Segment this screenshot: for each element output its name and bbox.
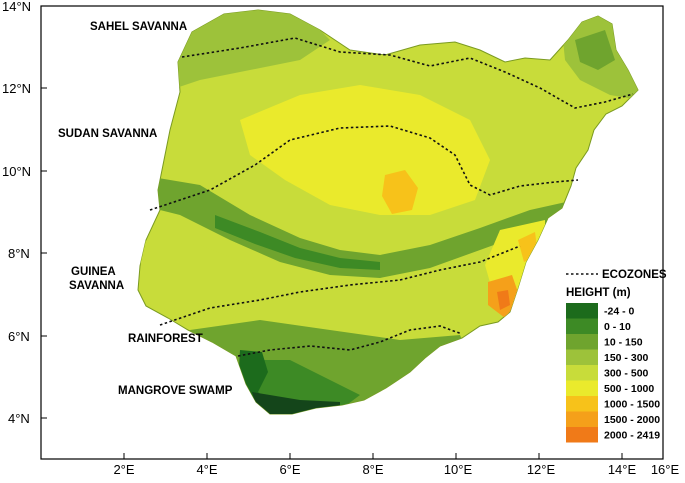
lon-label-2: 2°E bbox=[113, 462, 134, 477]
ecozone-boundary-sahel-sudan bbox=[181, 37, 634, 109]
lon-label-10: 10°E bbox=[444, 462, 473, 477]
legend-label-5: 500 - 1000 bbox=[604, 383, 654, 395]
ecozone-boundary-sudan-guinea bbox=[149, 125, 579, 211]
legend-label-6: 1000 - 1500 bbox=[604, 399, 660, 411]
legend-label-2: 10 - 150 bbox=[604, 337, 643, 349]
ecozone-label-sahel: SAHEL SAVANNA bbox=[90, 21, 187, 33]
elevation-band-northwest-lowland bbox=[170, 10, 330, 90]
lat-label-4: 4°N bbox=[8, 411, 30, 426]
nigeria-elevation-map bbox=[137, 9, 639, 415]
legend-ecozones-label: ECOZONES bbox=[602, 269, 667, 281]
elevation-band-jos-plateau bbox=[382, 170, 418, 214]
elevation-band-niger-benue-trough bbox=[140, 175, 575, 278]
ecozone-label-mangrove: MANGROVE SWAMP bbox=[118, 385, 233, 397]
lon-label-8: 8°E bbox=[362, 462, 383, 477]
lon-label-12: 12°E bbox=[527, 462, 556, 477]
legend-height-title: HEIGHT (m) bbox=[566, 287, 631, 299]
elevation-band-mambilla-peak bbox=[497, 290, 510, 310]
legend-swatch-7 bbox=[566, 411, 598, 427]
elevation-band-northeast-basin bbox=[575, 30, 615, 70]
legend-swatch-5 bbox=[566, 380, 598, 396]
lat-label-14: 14°N bbox=[2, 0, 31, 14]
legend-swatch-2 bbox=[566, 334, 598, 350]
legend-label-1: 0 - 10 bbox=[604, 321, 631, 333]
legend-swatch-0 bbox=[566, 303, 598, 319]
legend-swatch-1 bbox=[566, 318, 598, 334]
map-legend: ECOZONES HEIGHT (m) -24 - 0 0 - 10 10 - 15… bbox=[566, 269, 667, 443]
lat-label-8: 8°N bbox=[8, 246, 30, 261]
longitude-ticks bbox=[123, 453, 623, 459]
lat-label-6: 6°N bbox=[8, 329, 30, 344]
ecozone-label-rainforest: RAINFOREST bbox=[128, 333, 203, 345]
latitude-ticks bbox=[41, 5, 47, 419]
ecozone-label-guinea-line2: SAVANNA bbox=[69, 280, 124, 292]
lon-label-16: 16°E bbox=[651, 462, 680, 477]
lat-label-12: 12°N bbox=[2, 81, 31, 96]
ecozone-boundary-rainforest-mangrove bbox=[237, 325, 463, 357]
elevation-band-southwest-upland bbox=[138, 240, 260, 320]
elevation-band-north-plateau bbox=[240, 85, 490, 215]
legend-label-7: 1500 - 2000 bbox=[604, 414, 660, 426]
legend-label-8: 2000 - 2419 bbox=[604, 430, 660, 442]
legend-swatch-6 bbox=[566, 396, 598, 412]
elevation-band-trough-core bbox=[215, 215, 380, 270]
ecozone-label-sudan: SUDAN SAVANNA bbox=[58, 128, 157, 140]
lon-label-6: 6°E bbox=[279, 462, 300, 477]
legend-label-4: 300 - 500 bbox=[604, 368, 649, 380]
ecozone-boundaries bbox=[149, 37, 634, 357]
legend-swatch-4 bbox=[566, 365, 598, 381]
legend-label-0: -24 - 0 bbox=[604, 306, 635, 318]
legend-label-3: 150 - 300 bbox=[604, 352, 649, 364]
lon-label-4: 4°E bbox=[196, 462, 217, 477]
legend-swatches: -24 - 0 0 - 10 10 - 150 150 - 300 300 - 500 5… bbox=[566, 303, 660, 443]
lon-label-14: 14°E bbox=[608, 462, 637, 477]
lat-label-10: 10°N bbox=[2, 164, 31, 179]
legend-swatch-3 bbox=[566, 349, 598, 365]
ecozone-label-guinea-line1: GUINEA bbox=[71, 266, 116, 278]
ecozone-boundary-guinea-rainforest bbox=[159, 245, 521, 326]
legend-swatch-8 bbox=[566, 427, 598, 443]
